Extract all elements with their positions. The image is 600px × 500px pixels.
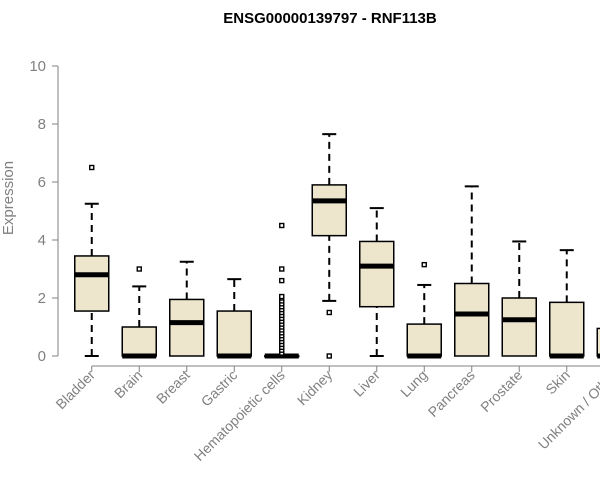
y-axis-title: Expression — [0, 161, 17, 235]
outlier-point — [136, 266, 142, 272]
box-body — [406, 323, 442, 357]
y-tick-label: 2 — [38, 290, 46, 307]
box-body — [169, 298, 205, 357]
y-tick-label: 10 — [29, 58, 46, 75]
y-tick-label: 4 — [38, 232, 46, 249]
box-unknown-other — [596, 327, 600, 359]
y-axis: 0 2 4 6 8 10 — [29, 58, 59, 365]
x-tick-label: Kidney — [294, 367, 336, 409]
box-lung — [406, 261, 442, 359]
box-body — [596, 327, 600, 357]
chart-title: ENSG00000139797 - RNF113B — [223, 10, 437, 27]
box-body — [216, 310, 252, 357]
plot-area — [74, 133, 600, 359]
box-body — [121, 326, 157, 357]
box-body — [359, 240, 395, 308]
box-hematopoietic-cells — [264, 222, 300, 359]
box-bladder — [74, 164, 110, 357]
y-tick-label: 8 — [38, 116, 46, 133]
outlier-point — [421, 261, 427, 268]
outlier-point — [279, 266, 285, 272]
x-tick-label: Brain — [111, 367, 145, 401]
box-gastric — [216, 278, 252, 359]
x-tick-label: Hematopoietic cells — [191, 367, 288, 464]
box-skin — [549, 249, 585, 359]
box-liver — [359, 207, 395, 357]
x-tick-label: Liver — [350, 367, 383, 400]
box-body — [454, 282, 490, 357]
box-brain — [121, 266, 157, 359]
outlier-point — [326, 309, 332, 316]
outlier-point — [279, 277, 285, 284]
x-tick-label: Bladder — [52, 367, 98, 413]
x-tick-label: Breast — [153, 367, 193, 407]
x-tick-label: Skin — [542, 367, 573, 398]
outlier-point — [279, 293, 285, 300]
box-body — [74, 255, 110, 312]
x-tick-label: Pancreas — [425, 367, 478, 420]
outlier-point — [279, 222, 285, 229]
box-prostate — [501, 240, 537, 357]
y-tick-label: 0 — [38, 348, 46, 365]
box-kidney — [311, 133, 347, 359]
box-pancreas — [454, 185, 490, 357]
box-breast — [169, 260, 205, 357]
x-tick-label: Prostate — [477, 367, 525, 415]
outlier-point — [326, 353, 332, 359]
y-tick-label: 6 — [38, 174, 46, 191]
box-body — [501, 297, 537, 357]
outlier-point — [89, 164, 95, 171]
x-tick-label: Gastric — [198, 367, 241, 410]
box-body — [549, 301, 585, 357]
box-body — [311, 184, 347, 237]
x-tick-label: Lung — [397, 367, 430, 400]
